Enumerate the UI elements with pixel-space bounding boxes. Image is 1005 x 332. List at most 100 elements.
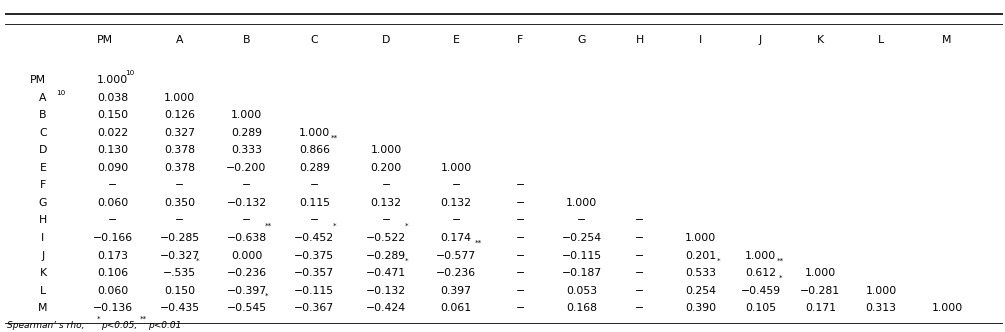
Text: −0.367: −0.367 bbox=[294, 303, 335, 313]
Text: *: * bbox=[717, 258, 721, 264]
Text: 0.090: 0.090 bbox=[97, 163, 129, 173]
Text: −0.459: −0.459 bbox=[741, 286, 781, 295]
Text: *: * bbox=[405, 222, 408, 228]
Text: −: − bbox=[242, 215, 251, 225]
Text: −: − bbox=[382, 180, 391, 190]
Text: −0.327: −0.327 bbox=[160, 251, 200, 261]
Text: C: C bbox=[39, 128, 47, 138]
Text: −: − bbox=[516, 180, 525, 190]
Text: −0.187: −0.187 bbox=[562, 268, 602, 278]
Text: 0.105: 0.105 bbox=[745, 303, 776, 313]
Text: 10: 10 bbox=[126, 70, 135, 76]
Text: −0.357: −0.357 bbox=[294, 268, 335, 278]
Text: *: * bbox=[265, 292, 268, 298]
Text: 0.200: 0.200 bbox=[371, 163, 402, 173]
Text: −0.471: −0.471 bbox=[366, 268, 406, 278]
Text: **: ** bbox=[474, 240, 482, 246]
Text: 0.397: 0.397 bbox=[440, 286, 471, 295]
Text: 0.378: 0.378 bbox=[164, 145, 195, 155]
Text: −: − bbox=[635, 268, 644, 278]
Text: −0.236: −0.236 bbox=[226, 268, 266, 278]
Text: −: − bbox=[109, 180, 118, 190]
Text: 0.533: 0.533 bbox=[685, 268, 717, 278]
Text: C: C bbox=[311, 35, 319, 45]
Text: 1.000: 1.000 bbox=[164, 93, 195, 103]
Text: A: A bbox=[176, 35, 184, 45]
Text: −: − bbox=[516, 215, 525, 225]
Text: −: − bbox=[516, 286, 525, 295]
Text: J: J bbox=[41, 251, 44, 261]
Text: −: − bbox=[635, 286, 644, 295]
Text: −: − bbox=[242, 180, 251, 190]
Text: 0.333: 0.333 bbox=[231, 145, 262, 155]
Text: −0.254: −0.254 bbox=[562, 233, 602, 243]
Text: 0.350: 0.350 bbox=[164, 198, 195, 208]
Text: p<0.05,: p<0.05, bbox=[100, 321, 140, 330]
Text: G: G bbox=[578, 35, 586, 45]
Text: 0.132: 0.132 bbox=[371, 198, 402, 208]
Text: M: M bbox=[38, 303, 47, 313]
Text: 0.327: 0.327 bbox=[164, 128, 195, 138]
Text: 0.174: 0.174 bbox=[440, 233, 471, 243]
Text: 10: 10 bbox=[56, 90, 65, 96]
Text: −0.452: −0.452 bbox=[294, 233, 335, 243]
Text: 1.000: 1.000 bbox=[685, 233, 717, 243]
Text: PM: PM bbox=[30, 75, 46, 85]
Text: 1.000: 1.000 bbox=[566, 198, 598, 208]
Text: −: − bbox=[516, 268, 525, 278]
Text: −: − bbox=[310, 215, 319, 225]
Text: 1.000: 1.000 bbox=[745, 251, 776, 261]
Text: 0.115: 0.115 bbox=[298, 198, 330, 208]
Text: **: ** bbox=[265, 222, 272, 228]
Text: −.535: −.535 bbox=[163, 268, 196, 278]
Text: 1.000: 1.000 bbox=[440, 163, 471, 173]
Text: −: − bbox=[109, 215, 118, 225]
Text: −0.132: −0.132 bbox=[366, 286, 406, 295]
Text: K: K bbox=[817, 35, 824, 45]
Text: −0.136: −0.136 bbox=[92, 303, 133, 313]
Text: 0.053: 0.053 bbox=[566, 286, 597, 295]
Text: Spearman’ s rho,: Spearman’ s rho, bbox=[7, 321, 87, 330]
Text: −0.132: −0.132 bbox=[226, 198, 266, 208]
Text: 0.106: 0.106 bbox=[97, 268, 129, 278]
Text: −: − bbox=[310, 180, 319, 190]
Text: −0.115: −0.115 bbox=[562, 251, 602, 261]
Text: *: * bbox=[779, 275, 783, 281]
Text: I: I bbox=[699, 35, 702, 45]
Text: 0.289: 0.289 bbox=[298, 163, 330, 173]
Text: *: * bbox=[96, 315, 100, 321]
Text: −: − bbox=[635, 233, 644, 243]
Text: −0.435: −0.435 bbox=[160, 303, 200, 313]
Text: 0.130: 0.130 bbox=[97, 145, 129, 155]
Text: −: − bbox=[516, 251, 525, 261]
Text: 0.378: 0.378 bbox=[164, 163, 195, 173]
Text: *: * bbox=[333, 222, 337, 228]
Text: 0.150: 0.150 bbox=[97, 110, 129, 120]
Text: 0.038: 0.038 bbox=[97, 93, 129, 103]
Text: PM: PM bbox=[96, 35, 113, 45]
Text: −0.424: −0.424 bbox=[366, 303, 406, 313]
Text: **: ** bbox=[140, 315, 147, 321]
Text: −: − bbox=[451, 215, 460, 225]
Text: 0.061: 0.061 bbox=[440, 303, 471, 313]
Text: B: B bbox=[243, 35, 250, 45]
Text: J: J bbox=[759, 35, 762, 45]
Text: −: − bbox=[516, 303, 525, 313]
Text: −: − bbox=[175, 215, 184, 225]
Text: G: G bbox=[39, 198, 47, 208]
Text: p<0.01: p<0.01 bbox=[148, 321, 181, 330]
Text: A: A bbox=[39, 93, 46, 103]
Text: 0.000: 0.000 bbox=[231, 251, 262, 261]
Text: B: B bbox=[39, 110, 46, 120]
Text: −0.166: −0.166 bbox=[92, 233, 133, 243]
Text: −0.236: −0.236 bbox=[436, 268, 476, 278]
Text: 1.000: 1.000 bbox=[805, 268, 836, 278]
Text: −: − bbox=[175, 180, 184, 190]
Text: E: E bbox=[39, 163, 46, 173]
Text: 0.313: 0.313 bbox=[865, 303, 896, 313]
Text: 0.132: 0.132 bbox=[440, 198, 471, 208]
Text: −: − bbox=[516, 198, 525, 208]
Text: *: * bbox=[405, 258, 408, 264]
Text: −: − bbox=[577, 215, 586, 225]
Text: −0.281: −0.281 bbox=[800, 286, 840, 295]
